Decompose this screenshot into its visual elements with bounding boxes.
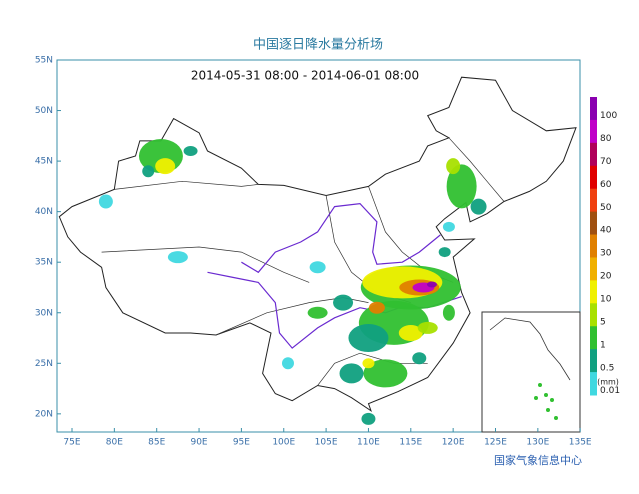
lon-label: 130E bbox=[526, 438, 549, 448]
island bbox=[544, 393, 548, 397]
rain-patch bbox=[361, 412, 376, 425]
legend-label: 10 bbox=[600, 295, 612, 305]
rain-patch bbox=[426, 281, 437, 288]
lon-label: 120E bbox=[442, 438, 465, 448]
lat-label: 50N bbox=[35, 106, 53, 116]
legend-swatch bbox=[590, 142, 597, 167]
lon-label: 100E bbox=[272, 438, 295, 448]
legend-swatch bbox=[590, 257, 597, 281]
province-border bbox=[101, 246, 310, 283]
rain-patch bbox=[307, 306, 328, 319]
lon-label: 115E bbox=[399, 438, 422, 448]
rain-patch bbox=[362, 358, 375, 369]
rain-patch bbox=[348, 324, 389, 353]
legend-label: 1 bbox=[600, 340, 606, 350]
lat-label: 40N bbox=[35, 207, 53, 217]
subtitle: 2014-05-31 08:00 - 2014-06-01 08:00 bbox=[191, 69, 419, 83]
rain-patch bbox=[442, 221, 455, 232]
rain-patch bbox=[470, 198, 487, 215]
rain-patch bbox=[333, 294, 354, 311]
lon-label: 105E bbox=[315, 438, 338, 448]
legend-label: 50 bbox=[600, 203, 612, 213]
legend-label: 30 bbox=[600, 249, 612, 259]
legend-swatch bbox=[590, 349, 597, 373]
legend-label: 70 bbox=[600, 157, 612, 167]
legend-unit: (mm) bbox=[597, 378, 619, 387]
lon-label: 95E bbox=[233, 438, 250, 448]
rain-patch bbox=[412, 352, 427, 365]
legend-label: 5 bbox=[600, 317, 606, 327]
legend-label: 20 bbox=[600, 272, 612, 282]
rain-patch bbox=[368, 301, 385, 314]
lon-label: 135E bbox=[569, 438, 592, 448]
lat-label: 30N bbox=[35, 308, 53, 318]
inset-coast bbox=[489, 317, 571, 381]
legend-label: 60 bbox=[600, 180, 612, 190]
island bbox=[550, 398, 554, 402]
lon-label: 80E bbox=[106, 438, 123, 448]
rain-patch bbox=[363, 359, 408, 388]
island bbox=[538, 383, 542, 387]
island bbox=[554, 416, 558, 420]
rain-patch bbox=[398, 324, 423, 341]
province-border bbox=[448, 137, 505, 202]
china-outline bbox=[58, 76, 577, 413]
rain-patch bbox=[417, 321, 438, 334]
river bbox=[241, 202, 441, 274]
lon-label: 90E bbox=[190, 438, 207, 448]
legend-swatch bbox=[590, 326, 597, 350]
lon-label: 125E bbox=[484, 438, 507, 448]
rain-patch bbox=[183, 145, 198, 156]
legend-swatch bbox=[590, 188, 597, 213]
legend-swatch bbox=[590, 97, 597, 121]
legend-swatch bbox=[590, 234, 597, 258]
legend-swatch bbox=[590, 211, 597, 236]
rain-patch bbox=[438, 247, 451, 258]
inset-frame bbox=[481, 311, 581, 433]
island bbox=[534, 396, 538, 400]
lat-label: 35N bbox=[35, 258, 53, 268]
province-border bbox=[317, 352, 428, 386]
rain-patch bbox=[142, 165, 155, 178]
legend-swatch bbox=[590, 280, 597, 304]
lon-label: 75E bbox=[63, 438, 80, 448]
legend-swatch bbox=[590, 165, 597, 190]
legend-swatch bbox=[590, 119, 597, 144]
province-border bbox=[114, 180, 259, 190]
legend-swatch bbox=[590, 303, 597, 327]
rain-patch bbox=[446, 164, 477, 209]
rain-patch bbox=[155, 158, 176, 175]
lon-label: 110E bbox=[357, 438, 380, 448]
rain-patch bbox=[98, 194, 113, 209]
rain-patch bbox=[339, 363, 364, 384]
legend-label: 40 bbox=[600, 226, 612, 236]
rain-patch bbox=[167, 251, 188, 264]
lat-label: 55N bbox=[35, 56, 53, 66]
island bbox=[546, 408, 550, 412]
rain-patch bbox=[442, 304, 455, 321]
legend-swatch bbox=[590, 372, 597, 396]
lat-label: 25N bbox=[35, 359, 53, 369]
footer: 国家气象信息中心 bbox=[494, 453, 582, 467]
lon-label: 85E bbox=[148, 438, 165, 448]
rain-patch bbox=[281, 357, 294, 370]
rain-patch bbox=[446, 158, 461, 175]
legend-label: 80 bbox=[600, 134, 612, 144]
legend-label: 0.01 bbox=[600, 386, 620, 396]
legend-label: 100 bbox=[600, 111, 617, 121]
lat-label: 20N bbox=[35, 409, 53, 419]
rain-patch bbox=[309, 261, 326, 274]
lat-label: 45N bbox=[35, 157, 53, 167]
title: 中国逐日降水量分析场 bbox=[253, 38, 383, 53]
legend-label: 0.5 bbox=[600, 363, 614, 373]
